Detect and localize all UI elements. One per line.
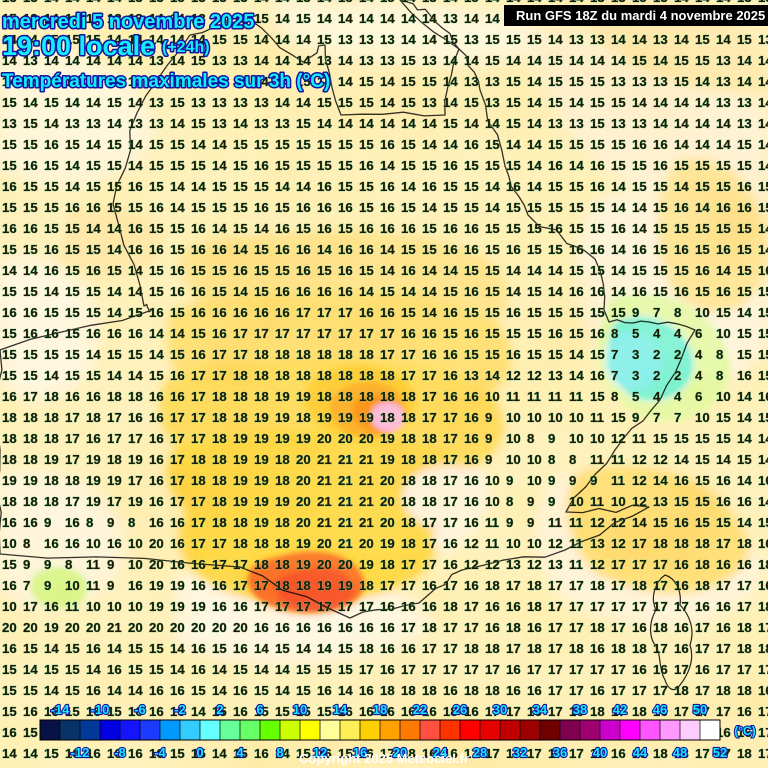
svg-text:36: 36 — [553, 745, 567, 760]
svg-text:-12: -12 — [71, 745, 90, 760]
svg-text:-6: -6 — [134, 702, 146, 717]
svg-text:-14: -14 — [51, 702, 71, 717]
svg-text:26: 26 — [453, 702, 467, 717]
svg-text:(°C): (°C) — [734, 724, 755, 738]
svg-text:-8: -8 — [114, 745, 126, 760]
svg-text:-4: -4 — [154, 745, 166, 760]
svg-text:34: 34 — [533, 702, 548, 717]
svg-text:10: 10 — [293, 702, 307, 717]
svg-text:42: 42 — [613, 702, 627, 717]
svg-text:48: 48 — [673, 745, 687, 760]
svg-text:40: 40 — [593, 745, 607, 760]
svg-text:30: 30 — [493, 702, 507, 717]
svg-text:14: 14 — [333, 702, 348, 717]
svg-text:28: 28 — [473, 745, 487, 760]
svg-text:2: 2 — [216, 702, 223, 717]
svg-text:52: 52 — [713, 745, 727, 760]
svg-text:-2: -2 — [174, 702, 186, 717]
svg-text:-10: -10 — [91, 702, 110, 717]
svg-text:50: 50 — [693, 702, 707, 717]
svg-text:0: 0 — [196, 745, 203, 760]
svg-text:Copyright 2025 Meteociel.fr: Copyright 2025 Meteociel.fr — [299, 751, 469, 766]
svg-text:44: 44 — [633, 745, 648, 760]
svg-text:32: 32 — [513, 745, 527, 760]
svg-text:4: 4 — [236, 745, 244, 760]
svg-text:22: 22 — [413, 702, 427, 717]
svg-text:18: 18 — [373, 702, 387, 717]
svg-text:8: 8 — [276, 745, 283, 760]
svg-text:6: 6 — [256, 702, 263, 717]
svg-text:46: 46 — [653, 702, 667, 717]
svg-text:38: 38 — [573, 702, 587, 717]
